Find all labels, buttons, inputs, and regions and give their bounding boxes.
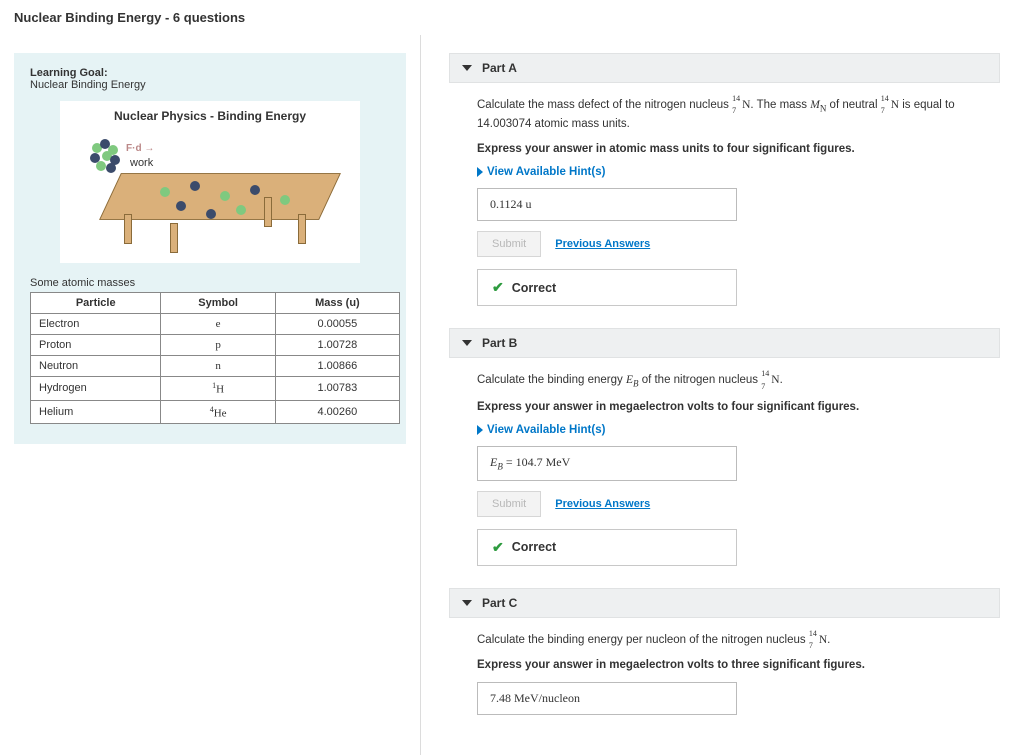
video-card[interactable]: Nuclear Physics - Binding Energy F·d → w… — [60, 101, 360, 263]
table-caption: Some atomic masses — [30, 277, 390, 289]
col-symbol: Symbol — [161, 293, 275, 314]
part-a-body: Calculate the mass defect of the nitroge… — [449, 97, 1000, 306]
part-c-answer-box[interactable]: 7.48 MeV/nucleon — [477, 682, 737, 715]
part-c-instruction: Express your answer in megaelectron volt… — [477, 657, 1000, 674]
caret-down-icon — [462, 340, 472, 346]
info-box: Learning Goal: Nuclear Binding Energy Nu… — [14, 53, 406, 444]
part-c-body: Calculate the binding energy per nucleon… — [449, 632, 1000, 716]
part-c-prompt: Calculate the binding energy per nucleon… — [477, 632, 1000, 649]
table-row: Hydrogen1H1.00783 — [31, 377, 400, 401]
part-b-previous-answers-link[interactable]: Previous Answers — [555, 498, 650, 510]
caret-right-icon — [477, 425, 483, 435]
part-b-header[interactable]: Part B — [449, 328, 1000, 358]
fd-label: F·d → — [126, 143, 154, 154]
part-a-header[interactable]: Part A — [449, 53, 1000, 83]
learning-goal-text: Nuclear Binding Energy — [30, 79, 390, 91]
part-b-prompt: Calculate the binding energy EB of the n… — [477, 372, 1000, 391]
video-thumbnail: F·d → work — [80, 129, 340, 259]
table-row: Neutronn1.00866 — [31, 356, 400, 377]
part-a-previous-answers-link[interactable]: Previous Answers — [555, 238, 650, 250]
part-a-correct-box: ✔ Correct — [477, 269, 737, 306]
part-b-answer-box[interactable]: EB = 104.7 MeV — [477, 446, 737, 480]
part-a-title: Part A — [482, 61, 517, 75]
caret-down-icon — [462, 65, 472, 71]
caret-down-icon — [462, 600, 472, 606]
part-c-title: Part C — [482, 596, 517, 610]
check-icon: ✔ — [492, 539, 504, 556]
part-b-instruction: Express your answer in megaelectron volt… — [477, 399, 1000, 416]
video-title: Nuclear Physics - Binding Energy — [70, 109, 350, 123]
caret-right-icon — [477, 167, 483, 177]
left-panel: Learning Goal: Nuclear Binding Energy Nu… — [0, 35, 420, 755]
table-row: Helium4He4.00260 — [31, 400, 400, 424]
part-b-submit-button[interactable]: Submit — [477, 491, 541, 517]
part-a-hints-link[interactable]: View Available Hint(s) — [477, 166, 1000, 178]
part-a-answer-box[interactable]: 0.1124 u — [477, 188, 737, 221]
part-b-title: Part B — [482, 336, 517, 350]
col-particle: Particle — [31, 293, 161, 314]
main-layout: Learning Goal: Nuclear Binding Energy Nu… — [0, 35, 1024, 755]
check-icon: ✔ — [492, 279, 504, 296]
work-label: work — [130, 157, 153, 169]
part-b-correct-box: ✔ Correct — [477, 529, 737, 566]
part-c-header[interactable]: Part C — [449, 588, 1000, 618]
col-mass: Mass (u) — [275, 293, 399, 314]
right-panel: Part A Calculate the mass defect of the … — [421, 35, 1024, 755]
part-b-hints-link[interactable]: View Available Hint(s) — [477, 424, 1000, 436]
nucleus-icon — [88, 139, 124, 175]
part-a-submit-button[interactable]: Submit — [477, 231, 541, 257]
mass-table: Particle Symbol Mass (u) Electrone0.0005… — [30, 292, 400, 424]
table-row: Electrone0.00055 — [31, 314, 400, 335]
part-b-body: Calculate the binding energy EB of the n… — [449, 372, 1000, 565]
part-a-prompt: Calculate the mass defect of the nitroge… — [477, 97, 1000, 133]
part-a-instruction: Express your answer in atomic mass units… — [477, 141, 1000, 158]
table-row: Protonp1.00728 — [31, 335, 400, 356]
page-title: Nuclear Binding Energy - 6 questions — [0, 0, 1024, 35]
learning-goal-label: Learning Goal: — [30, 67, 390, 79]
